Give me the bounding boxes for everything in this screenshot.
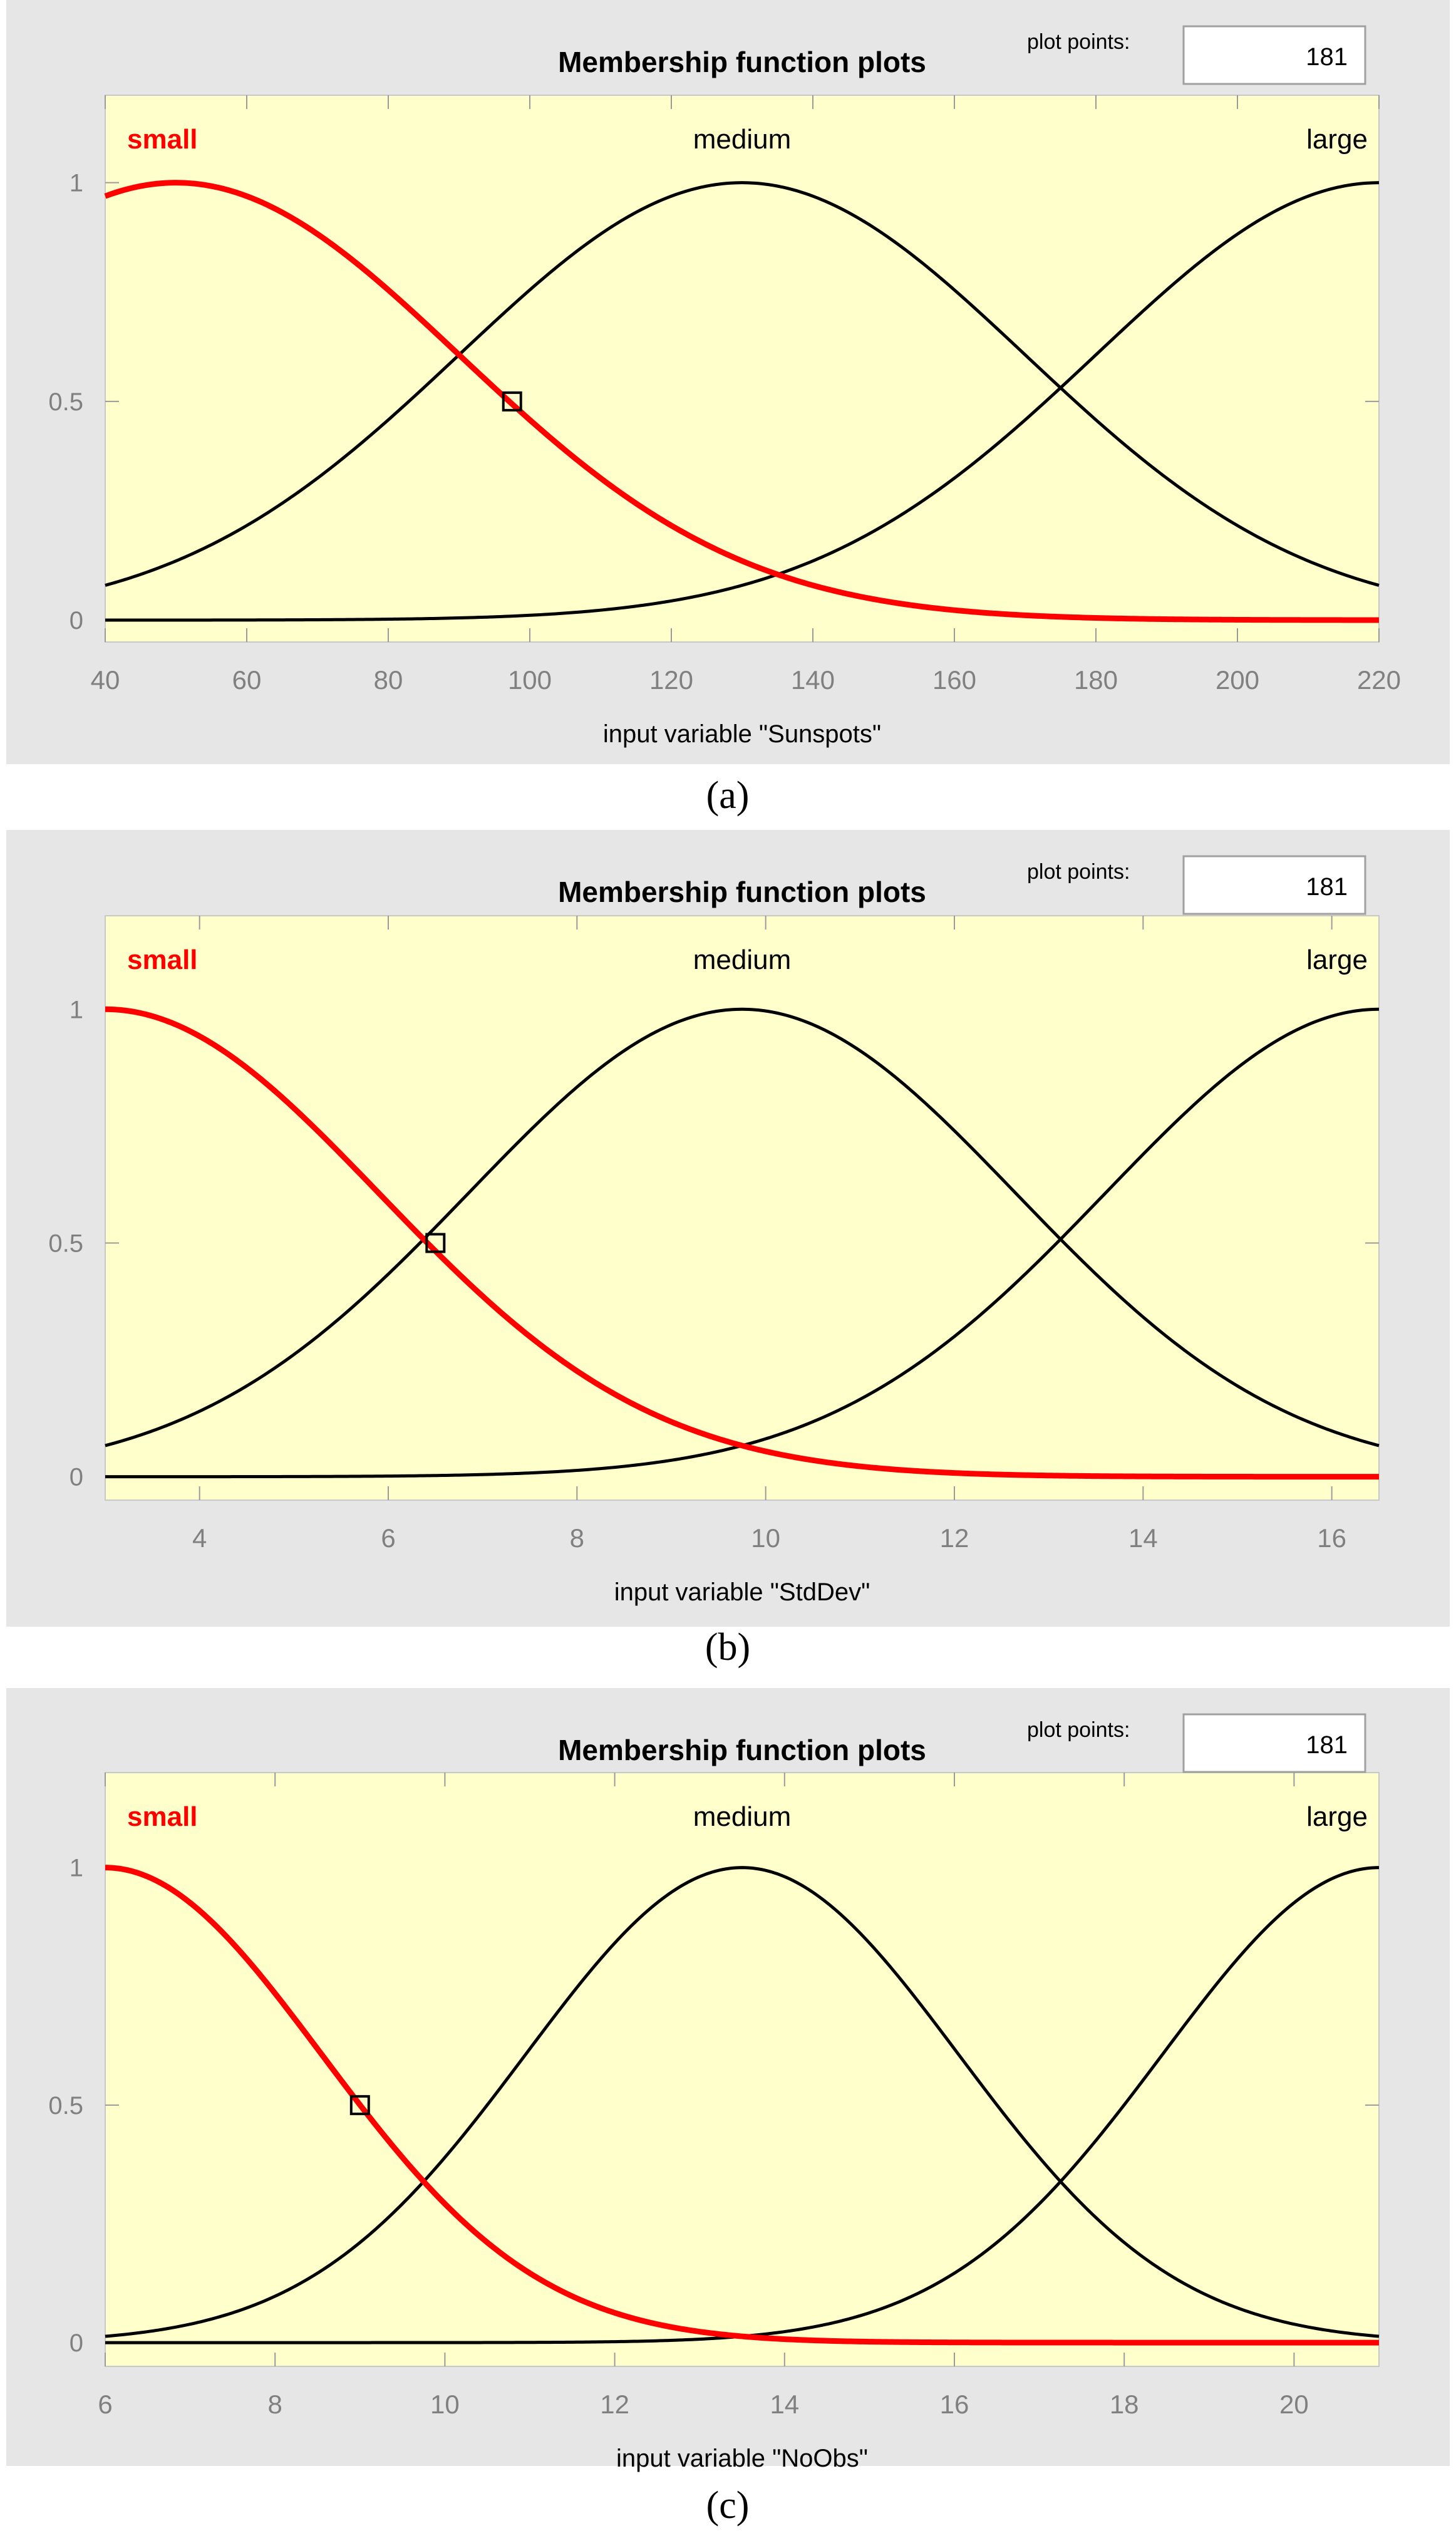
plot-points-label: plot points:: [1027, 1718, 1130, 1742]
y-tick-label: 0: [70, 607, 83, 634]
mf-label-large: large: [1306, 124, 1368, 155]
panel-caption: (a): [706, 774, 750, 817]
chart-title: Membership function plots: [558, 46, 926, 78]
x-tick-label: 40: [91, 665, 120, 695]
x-tick-label: 12: [940, 1523, 969, 1553]
plot-points-input[interactable]: [1182, 1713, 1366, 1773]
y-tick-label: 0: [70, 1464, 83, 1491]
x-tick-label: 120: [649, 665, 693, 695]
plot-points-input[interactable]: [1182, 855, 1366, 915]
plot-points-label: plot points:: [1027, 860, 1130, 884]
plot-points-value: 181: [1306, 873, 1348, 901]
selection-marker[interactable]: [425, 1233, 446, 1253]
x-tick-label: 100: [508, 665, 552, 695]
x-tick-label: 140: [791, 665, 835, 695]
y-tick-label: 1: [70, 996, 83, 1023]
x-tick-label: 200: [1216, 665, 1259, 695]
x-tick-label: 6: [381, 1523, 395, 1553]
mf-label-small: small: [127, 945, 198, 975]
plot-area: [105, 915, 1380, 1501]
mf-label-medium: medium: [693, 124, 792, 155]
mf-label-small: small: [127, 1801, 198, 1832]
x-tick-label: 10: [751, 1523, 780, 1553]
x-tick-label: 220: [1357, 665, 1401, 695]
x-axis-label: input variable "StdDev": [614, 1578, 870, 1606]
y-tick-label: 0.5: [48, 388, 83, 416]
panel-caption: (b): [705, 1626, 750, 1669]
plot-area: [105, 1772, 1380, 2367]
chart-title: Membership function plots: [558, 1734, 926, 1766]
mf-label-small: small: [127, 124, 198, 155]
x-tick-label: 4: [192, 1523, 207, 1553]
mf-curve-small[interactable]: [104, 180, 1380, 623]
x-tick-label: 180: [1074, 665, 1118, 695]
y-tick-label: 1: [70, 1855, 83, 1882]
x-tick-label: 60: [232, 665, 262, 695]
panel-caption: (c): [706, 2484, 750, 2527]
mf-curve-medium[interactable]: [105, 181, 1380, 587]
selection-marker[interactable]: [502, 391, 522, 412]
y-tick-label: 0.5: [48, 1230, 83, 1257]
plot-points-input[interactable]: [1182, 25, 1366, 85]
x-tick-label: 8: [570, 1523, 584, 1553]
mf-curve-small[interactable]: [105, 1006, 1380, 1480]
x-tick-label: 80: [374, 665, 403, 695]
plot-points-label: plot points:: [1027, 30, 1130, 54]
mf-label-medium: medium: [693, 1801, 792, 1832]
selection-marker[interactable]: [349, 2095, 370, 2115]
mf-curve-medium[interactable]: [105, 1007, 1380, 1448]
mf-label-large: large: [1306, 945, 1368, 975]
x-tick-label: 18: [1110, 2390, 1139, 2419]
chart-title: Membership function plots: [558, 876, 926, 908]
mf-curve-small[interactable]: [105, 1865, 1379, 2346]
chart-panel-0: Membership function plots plot points: 181…: [6, 0, 1450, 817]
mf-curve-medium[interactable]: [105, 1866, 1380, 2338]
plot-area: [105, 95, 1380, 643]
x-tick-label: 20: [1279, 2390, 1309, 2419]
x-tick-label: 10: [430, 2390, 460, 2419]
y-tick-label: 1: [70, 170, 83, 197]
mf-label-large: large: [1306, 1801, 1368, 1832]
plot-points-value: 181: [1306, 1731, 1348, 1759]
x-axis-label: input variable "NoObs": [616, 2445, 868, 2472]
plot-points-value: 181: [1306, 43, 1348, 71]
y-tick-label: 0: [70, 2329, 83, 2357]
x-tick-label: 14: [1128, 1523, 1158, 1553]
x-axis-label: input variable "Sunspots": [603, 720, 881, 748]
x-tick-label: 160: [932, 665, 976, 695]
x-tick-label: 14: [770, 2390, 799, 2419]
x-tick-label: 6: [98, 2390, 112, 2419]
x-tick-label: 12: [600, 2390, 629, 2419]
x-tick-label: 16: [940, 2390, 969, 2419]
mf-curve-large[interactable]: [105, 181, 1380, 622]
x-tick-label: 8: [268, 2390, 282, 2419]
y-tick-label: 0.5: [48, 2092, 83, 2120]
x-tick-label: 16: [1317, 1523, 1346, 1553]
mf-label-medium: medium: [693, 945, 792, 975]
